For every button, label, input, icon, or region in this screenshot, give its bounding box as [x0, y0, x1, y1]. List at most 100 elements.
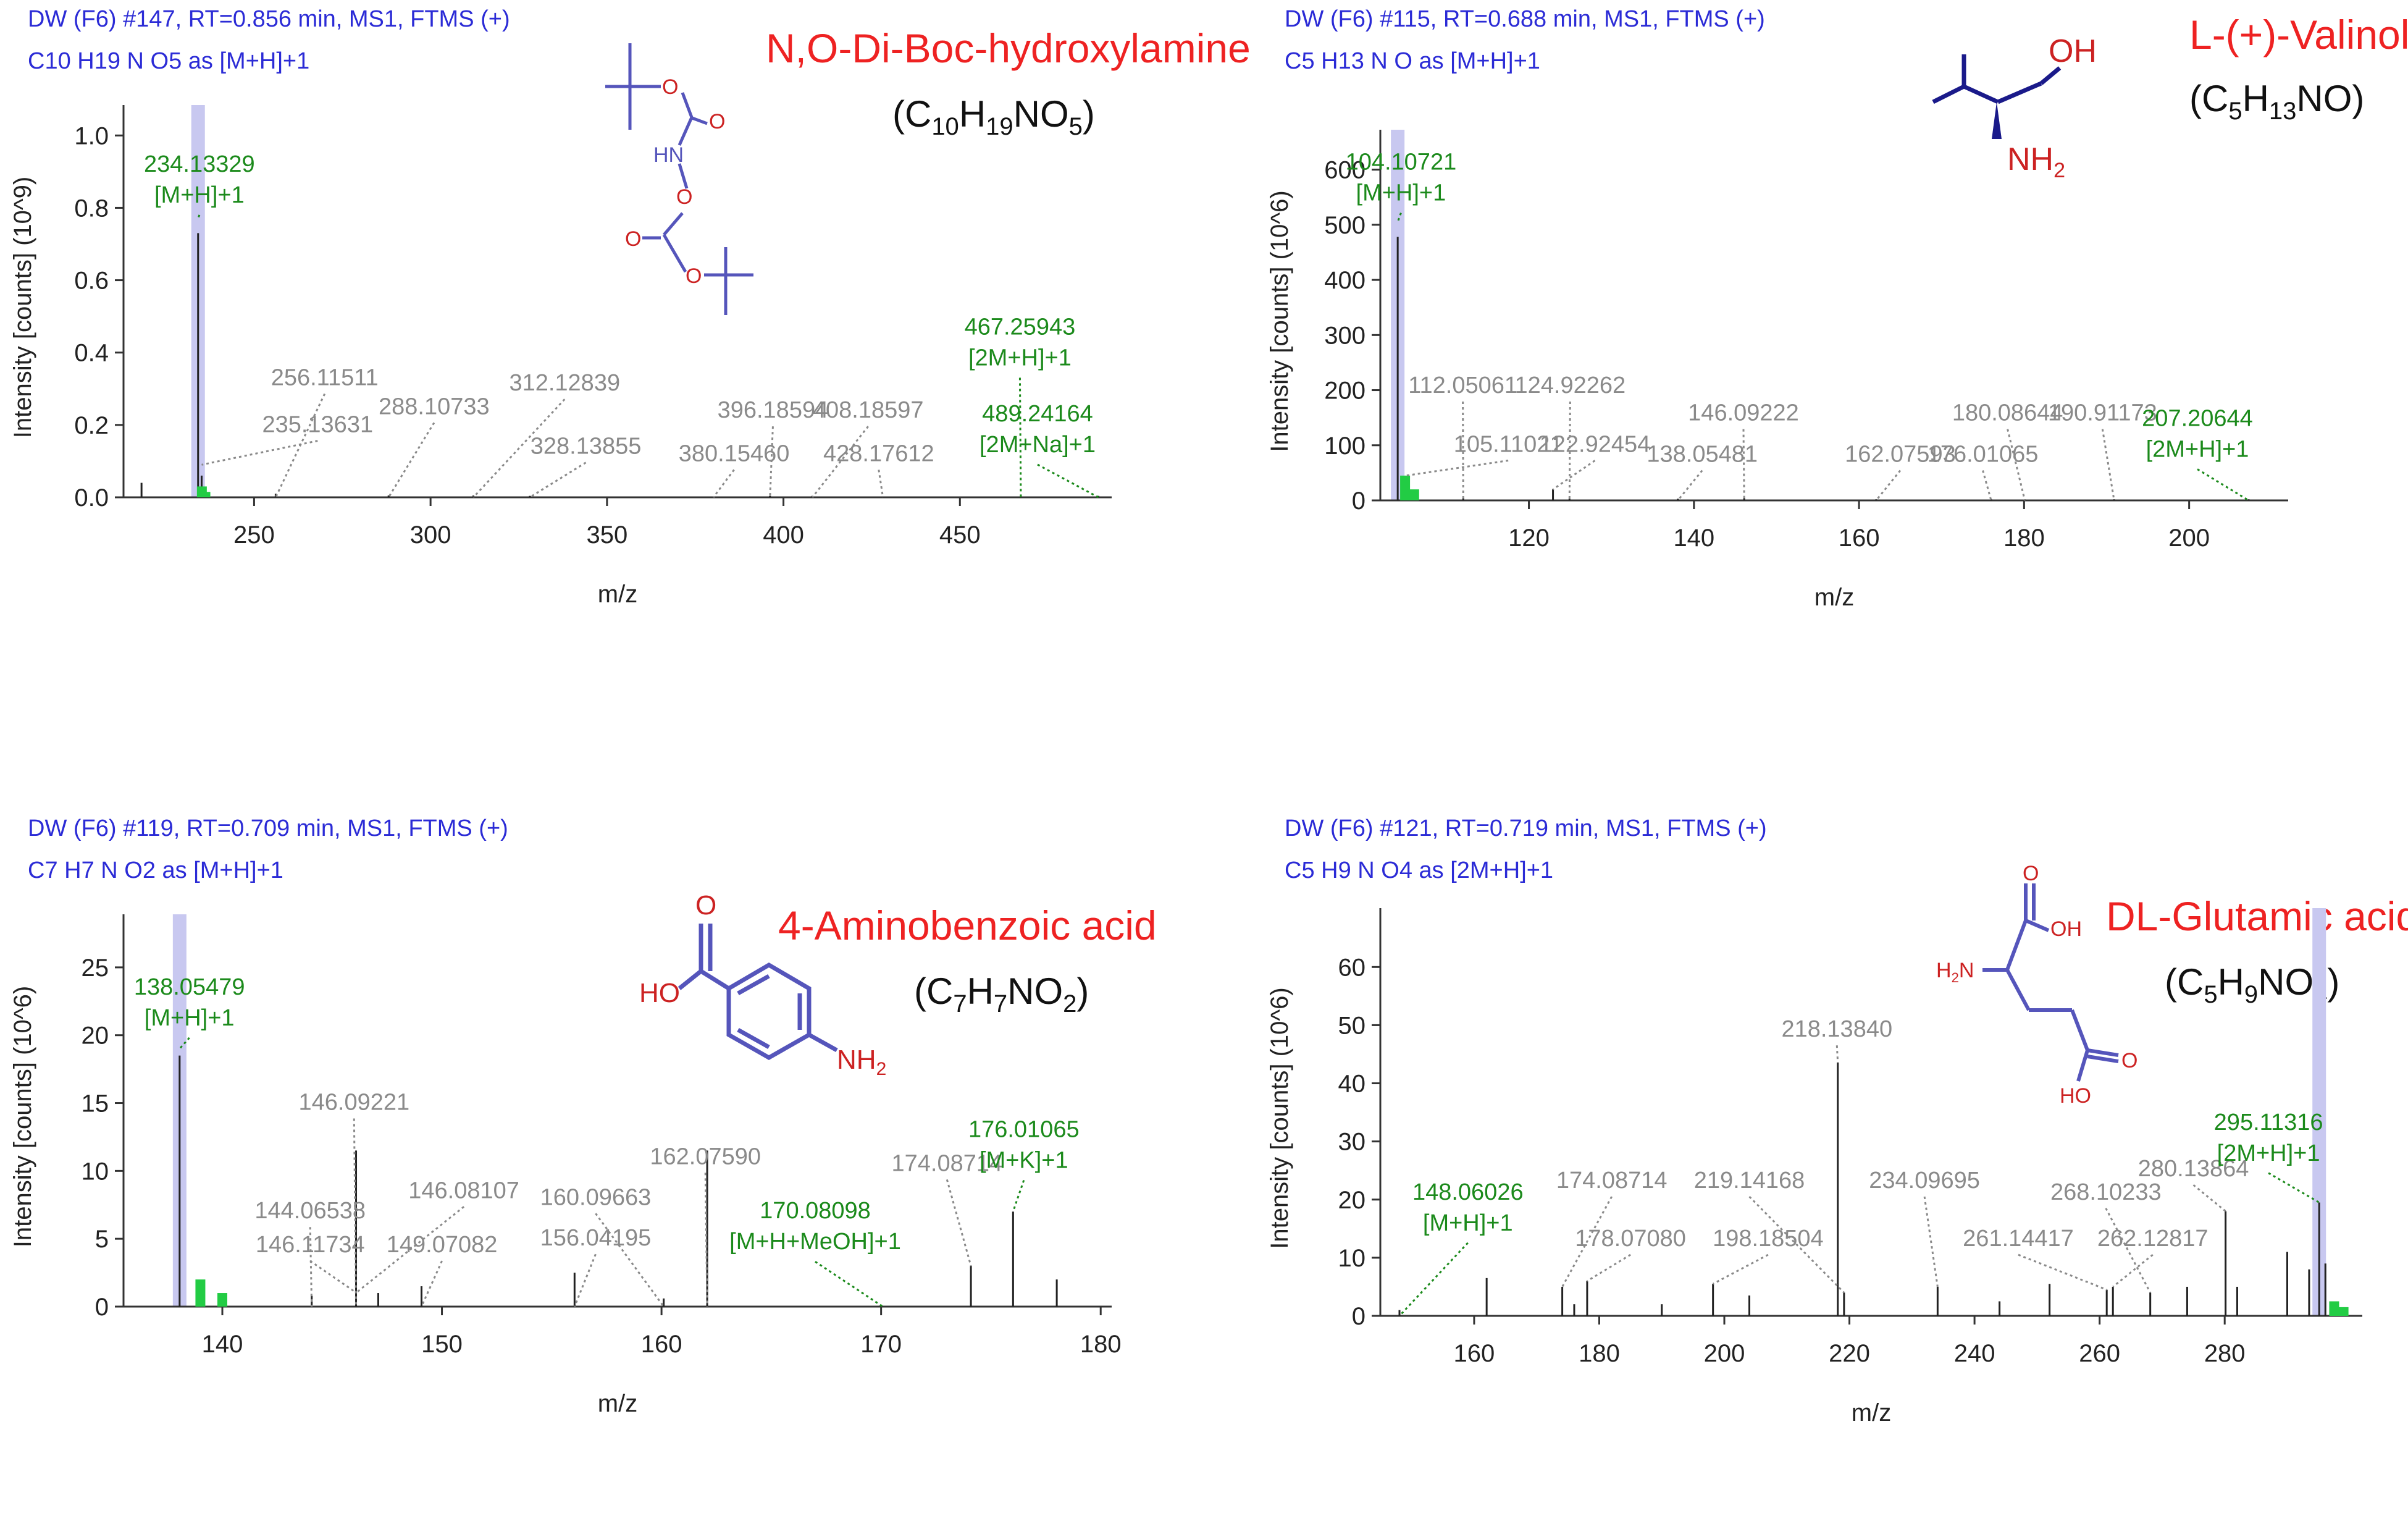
molecular-formula: (C7H7NO2): [914, 971, 1089, 1017]
plot-area: 0.0 0.2 0.4 0.6 0.8 1.0 250 300 350 400 450 m/z Inte…: [9, 105, 1112, 608]
peak-label: 235.13631: [262, 412, 373, 438]
x-tick-label: 400: [763, 521, 804, 549]
x-tick-label: 140: [202, 1331, 243, 1358]
peak-label: 138.05479: [134, 974, 245, 1000]
x-tick-label: 450: [939, 521, 981, 549]
annotation-leader: [2007, 429, 2026, 501]
ion-label: [M+H]+1: [1356, 180, 1446, 206]
peak-label: 122.92454: [1540, 431, 1651, 457]
peak-label: 146.08107: [408, 1177, 519, 1203]
y-tick-label: 20: [82, 1022, 109, 1050]
annotation-leader: [2018, 1253, 2107, 1291]
ion-label: [2M+H]+1: [2217, 1140, 2320, 1166]
wedge-bond: [1992, 102, 2002, 139]
formula-header: C5 H9 N O4 as [2M+H]+1: [1285, 857, 1554, 883]
annotation-leader: [2101, 429, 2115, 501]
peak-label: 312.12839: [509, 370, 620, 396]
annotation-leader: [704, 1173, 708, 1307]
annotation-leader: [421, 1260, 443, 1307]
annotation-leader: [1398, 1242, 1469, 1317]
peak-label: 467.25943: [965, 314, 1076, 340]
y-tick-label: 0.8: [74, 195, 109, 222]
y-tick-label: 15: [82, 1090, 109, 1118]
annotation-leader: [309, 1227, 313, 1307]
annotation-leader: [387, 422, 435, 498]
annotation-leader: [1406, 459, 1509, 477]
plot-area: 0 5 10 15 20 25 140 150 160 170 180 m/z Intensity [c…: [9, 914, 1122, 1417]
structure-di-boc-hydroxylamine: [605, 43, 753, 315]
isotope-peak: [1400, 475, 1411, 500]
svg-text:O: O: [709, 110, 725, 133]
annotation-leader: [178, 1037, 190, 1050]
y-tick-label: 600: [1324, 157, 1366, 184]
peak-label: 176.01065: [968, 1116, 1080, 1142]
structure-glutamic-acid: [1982, 883, 2119, 1082]
y-tick-label: 0: [95, 1294, 109, 1321]
svg-text:O: O: [2121, 1049, 2137, 1072]
ion-label: [M+H]+1: [1423, 1210, 1513, 1236]
ion-label: [2M+Na]+1: [980, 432, 1096, 458]
formula-header: C7 H7 N O2 as [M+H]+1: [28, 857, 283, 883]
annotation-leader: [1982, 470, 1992, 501]
x-tick-label: 350: [586, 521, 627, 549]
annotation-leader: [815, 1260, 884, 1308]
x-axis-label: m/z: [1814, 584, 1854, 611]
peak-label: 408.18597: [813, 397, 924, 423]
molecular-formula: (C10H19NO5): [892, 93, 1095, 140]
annotation-leader: [355, 1206, 465, 1294]
structure-atom-labels: O O HN O O O: [625, 75, 725, 288]
svg-text:O: O: [695, 890, 716, 920]
annotation-leader: [1712, 1253, 1769, 1285]
annotation-leader: [2268, 1172, 2320, 1203]
annotation-leader: [1561, 1196, 1613, 1287]
peak-label: 328.13855: [531, 434, 642, 460]
x-tick-label: 250: [233, 521, 275, 549]
y-tick-label: 50: [1338, 1012, 1366, 1039]
peak-label: 428.17612: [823, 440, 934, 466]
scan-header: DW (F6) #147, RT=0.856 min, MS1, FTMS (+…: [28, 6, 510, 32]
peak-label: 176.01065: [1928, 442, 2039, 468]
x-axis-label: m/z: [1852, 1399, 1891, 1426]
y-tick-label: 25: [82, 954, 109, 982]
x-tick-label: 300: [410, 521, 451, 549]
x-tick-label: 180: [1579, 1340, 1620, 1367]
compound-name: 4-Aminobenzoic acid: [778, 903, 1157, 948]
x-tick-label: 160: [641, 1331, 682, 1358]
peak-label: 180.08644: [1952, 400, 2063, 426]
svg-text:O: O: [676, 185, 692, 209]
y-tick-label: 200: [1324, 377, 1366, 405]
y-tick-label: 0.0: [74, 484, 109, 512]
annotation-leader: [812, 426, 869, 498]
svg-text:HO: HO: [639, 978, 680, 1008]
peak-label: 280.13864: [2138, 1156, 2249, 1182]
compound-name: N,O-Di-Boc-hydroxylamine: [766, 25, 1251, 71]
compound-name: L-(+)-Valinol: [2189, 12, 2408, 57]
annotation-leader: [1587, 1253, 1631, 1282]
annotation-leader: [2197, 468, 2249, 502]
annotation-leader: [595, 1213, 665, 1307]
annotation-leader: [878, 470, 884, 498]
peak-label: 190.91173: [2048, 400, 2157, 426]
annotation-leader: [712, 469, 735, 498]
annotation-leader: [1552, 460, 1596, 491]
annotation-leader: [201, 440, 318, 466]
peak-label: 380.15460: [679, 440, 790, 466]
annotation-leader: [1396, 213, 1402, 222]
x-tick-label: 160: [1454, 1340, 1495, 1367]
y-axis-label: Intensity [counts] (10^6): [1266, 987, 1293, 1249]
annotation-leader: [1012, 1179, 1025, 1212]
y-tick-label: 0: [1352, 487, 1366, 515]
ion-label: [2M+H]+1: [968, 345, 1072, 371]
x-tick-label: 260: [2079, 1340, 2120, 1367]
peak-label: 105.11021: [1454, 431, 1563, 457]
y-tick-label: 100: [1324, 432, 1366, 460]
spectrum-chart-4: O OH H2N O HO 0 10 20 30 40 50 60 160 180 200 220 2…: [1266, 862, 2362, 1426]
spectrum-chart-1: O O HN O O O 0.0 0.2 0.4 0.6 0.8 1.0 250 300 350…: [9, 43, 1112, 608]
annotation-leader: [946, 1179, 972, 1266]
spectrum-panel-1: DW (F6) #147, RT=0.856 min, MS1, FTMS (+…: [0, 0, 1251, 720]
y-tick-label: 20: [1338, 1187, 1366, 1214]
peak-label: 295.11316: [2214, 1110, 2323, 1135]
peak-label: 256.11511: [271, 364, 379, 390]
annotation-leader: [353, 1118, 358, 1307]
peak-label: 174.08714: [1556, 1168, 1668, 1194]
